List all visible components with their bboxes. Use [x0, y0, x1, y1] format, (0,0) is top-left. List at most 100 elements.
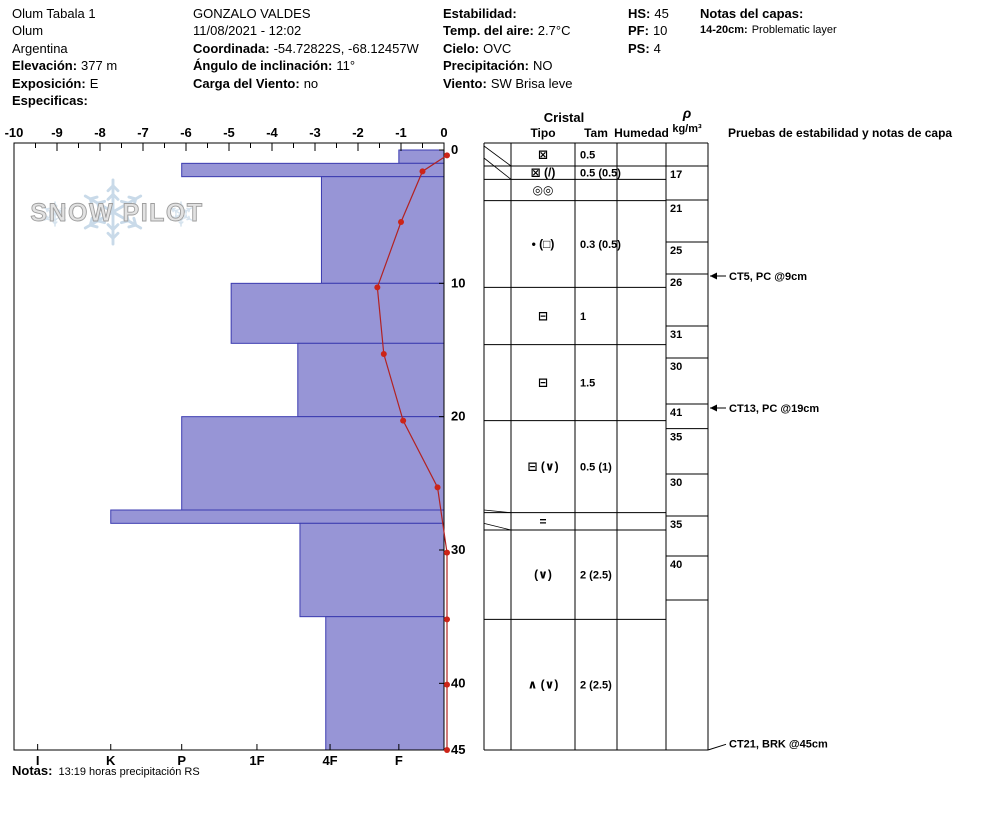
tam-header: Tam [584, 126, 608, 140]
test-arrow-head [710, 404, 717, 412]
row-connector-line [483, 509, 512, 514]
slope-angle-value: 11° [336, 58, 356, 74]
grain-type-symbol: ∧ (∨) [528, 678, 559, 692]
grain-type-symbol: ◎◎ [533, 183, 554, 197]
stability-tests-header: Pruebas de estabilidad y notas de capa [728, 126, 952, 140]
line [52, 221, 56, 225]
density-value: 26 [670, 277, 682, 289]
temperature-point [444, 616, 450, 623]
line [52, 217, 56, 222]
temp-tick-label: -7 [137, 125, 149, 140]
line [180, 203, 184, 207]
density-value: 21 [670, 203, 682, 215]
line [54, 206, 58, 211]
grain-type-symbol: ⊠ (/) [531, 166, 556, 180]
hardness-bar-20-27cm [181, 416, 445, 511]
grain-size-value: 0.5 (0.5) [580, 168, 621, 180]
temperature-point [374, 284, 381, 291]
density-value: 17 [670, 169, 682, 181]
hardness-tick-label: P [177, 753, 186, 768]
depth-tick-label: 45 [451, 742, 465, 757]
density-column: 17 21 25 26 31 30 41 35 30 35 40 [670, 169, 682, 571]
line [124, 201, 130, 212]
observer-name: GONZALO VALDES [193, 6, 311, 21]
stability-test-note: CT13, PC @19cm [729, 403, 819, 415]
air-temp-value: 2.7°C [537, 23, 571, 39]
temperature-point [400, 417, 407, 424]
grain-type-symbol: • (□) [532, 237, 555, 251]
grain-type-symbol: = [539, 514, 546, 528]
pit-notes: Notas: 13:19 horas precipitación RS [12, 763, 200, 778]
line [120, 219, 130, 225]
wind-loading-line: Carga del Viento: no [193, 75, 419, 92]
logo-text: SNOW PILOT [30, 199, 203, 227]
line [48, 213, 51, 219]
snowflake-icon [83, 178, 143, 246]
grain-size-value: 0.5 (1) [580, 462, 612, 474]
wind-loading-label: Carga del Viento: [193, 75, 300, 91]
temp-axis: -10 -9 -8 -7 -6 -5 -4 -3 -2 -1 0 [5, 125, 448, 151]
hardness-bar-14.5-20cm [297, 342, 445, 418]
line [111, 192, 120, 201]
depth-tick-label: 10 [451, 275, 465, 290]
wind-line: Viento: SW Brisa leve [443, 75, 572, 92]
layer-note-range: 14-20cm: [700, 24, 748, 37]
line [96, 212, 102, 223]
snowpilot-logo: SNOW PILOT [30, 178, 203, 246]
hardness-tick-label: F [395, 753, 403, 768]
cristal-header: Cristal [544, 110, 584, 125]
pit-notes-text: 13:19 horas precipitación RS [58, 766, 200, 778]
ps-line: PS: 4 [628, 40, 669, 57]
pit-info-column: Olum Tabala 1 Olum Argentina Elevación: 3… [12, 5, 117, 109]
hardness-bars [110, 149, 445, 751]
precip-label: Precipitación: [443, 58, 529, 74]
snowflake-icon [43, 201, 67, 227]
weather-column: Estabilidad: Temp. del aire: 2.7°C Cielo:… [443, 5, 572, 92]
pit-name: Olum Tabala 1 [12, 6, 96, 21]
row-connector-line [483, 145, 512, 167]
line [132, 197, 138, 208]
line [96, 199, 106, 205]
line [171, 215, 174, 220]
depth-tick-label: 20 [451, 409, 465, 424]
sky-line: Cielo: OVC [443, 40, 572, 57]
density-value: 31 [670, 329, 682, 341]
depth-axis: 0 10 20 30 40 45 [439, 142, 465, 757]
line [88, 195, 99, 201]
wind-label: Viento: [443, 75, 487, 91]
density-value: 30 [670, 361, 682, 373]
line [127, 223, 138, 229]
grain-size-value: 2 (2.5) [580, 570, 612, 582]
line [180, 206, 184, 211]
snow-metrics-column: HS: 45 PF: 10 PS: 4 [628, 5, 669, 57]
line [186, 218, 191, 221]
grain-type-symbol: (∨) [534, 568, 552, 582]
density-header: ρ [682, 105, 692, 121]
line [48, 209, 53, 212]
hardness-tick-label: I [36, 753, 40, 768]
temp-tick-label: -8 [94, 125, 106, 140]
hardness-bar-28-35cm [299, 522, 445, 618]
grain-type-symbol: ⊟ (∨) [527, 460, 558, 474]
temperature-point [444, 549, 450, 556]
grain-size-value: 0.3 (0.5) [580, 239, 621, 251]
density-value: 35 [670, 432, 682, 444]
aspect-label: Exposición: [12, 75, 86, 91]
temperature-point [434, 484, 441, 491]
pf-label: PF: [628, 23, 649, 39]
line [185, 209, 188, 215]
line [43, 207, 67, 221]
line [183, 216, 188, 219]
temp-tick-label: -6 [180, 125, 192, 140]
density-value: 40 [670, 559, 682, 571]
precip-line: Precipitación: NO [443, 57, 572, 74]
hs-label: HS: [628, 6, 651, 21]
line [45, 215, 48, 220]
sky-label: Cielo: [443, 40, 480, 56]
stability-test-note: CT21, BRK @45cm [729, 738, 828, 750]
elevation-value: 377 m [81, 58, 118, 74]
hardness-axis: I K P 1F 4F F [36, 744, 403, 768]
line [178, 217, 182, 222]
density-value: 25 [670, 245, 682, 257]
